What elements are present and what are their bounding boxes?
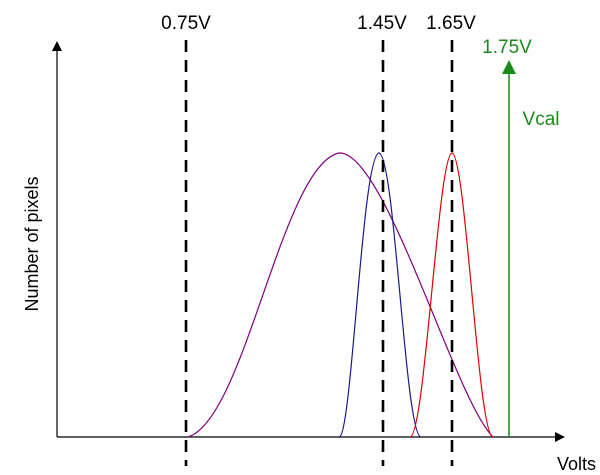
threshold-label-1-45v: 1.45V — [357, 13, 407, 34]
y-axis-label: Number of pixels — [22, 176, 42, 311]
blue-distribution-curve — [338, 152, 422, 438]
purple-distribution-curve — [187, 152, 494, 438]
vcal-voltage-label: 1.75V — [482, 37, 532, 58]
red-distribution-curve — [409, 152, 494, 438]
threshold-label-1-65v: 1.65V — [426, 13, 476, 34]
x-axis-label: Volts — [557, 454, 596, 474]
threshold-label-0-75v: 0.75V — [161, 13, 211, 34]
vcal-name-label: Vcal — [523, 109, 560, 130]
